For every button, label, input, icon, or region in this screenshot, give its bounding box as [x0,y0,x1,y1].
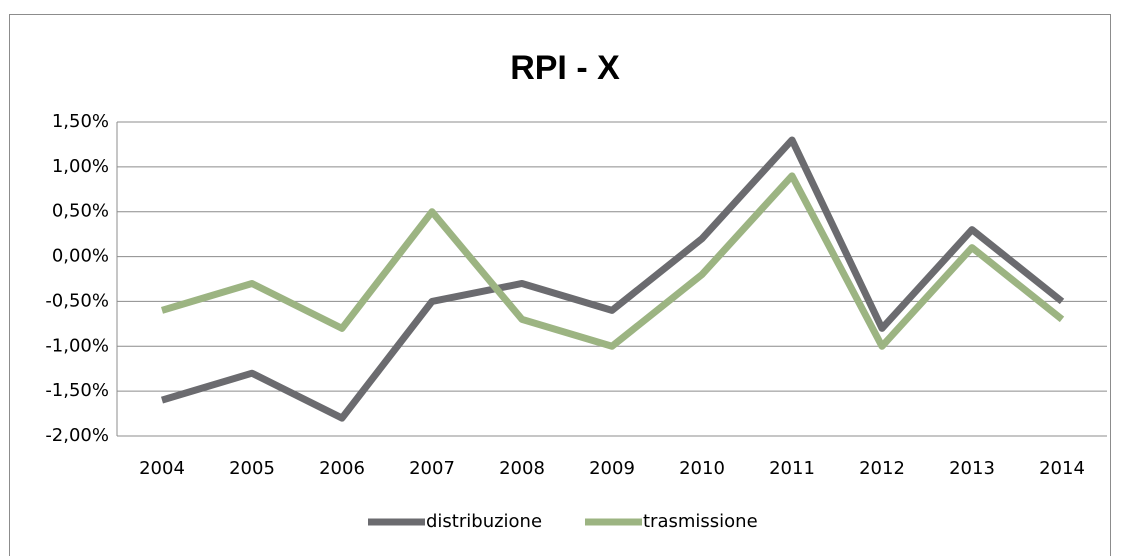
series-line [160,172,1065,350]
x-tick-label: 2014 [1039,458,1085,479]
x-tick-label: 2010 [679,458,725,479]
x-tick-label: 2007 [409,458,455,479]
x-tick-label: 2009 [589,458,635,479]
chart-border [9,14,1111,556]
y-tick-label: -0,50% [45,290,109,311]
y-tick-label: 1,50% [52,111,109,132]
legend-label: trasmissione [643,511,758,532]
y-tick-label: -1,50% [45,380,109,401]
legend-label: distribuzione [426,511,542,532]
y-tick-label: -1,00% [45,335,109,356]
y-tick-label: 1,00% [52,156,109,177]
y-tick-label: 0,00% [52,246,109,267]
x-tick-label: 2013 [949,458,995,479]
y-tick-label: 0,50% [52,201,109,222]
chart-title: RPI - X [510,49,620,87]
x-tick-label: 2005 [229,458,275,479]
x-tick-label: 2011 [769,458,815,479]
x-tick-label: 2008 [499,458,545,479]
x-tick-label: 2006 [319,458,365,479]
y-tick-label: -2,00% [45,425,109,446]
x-tick-label: 2004 [139,458,185,479]
x-tick-label: 2012 [859,458,905,479]
series-line [160,136,1065,422]
